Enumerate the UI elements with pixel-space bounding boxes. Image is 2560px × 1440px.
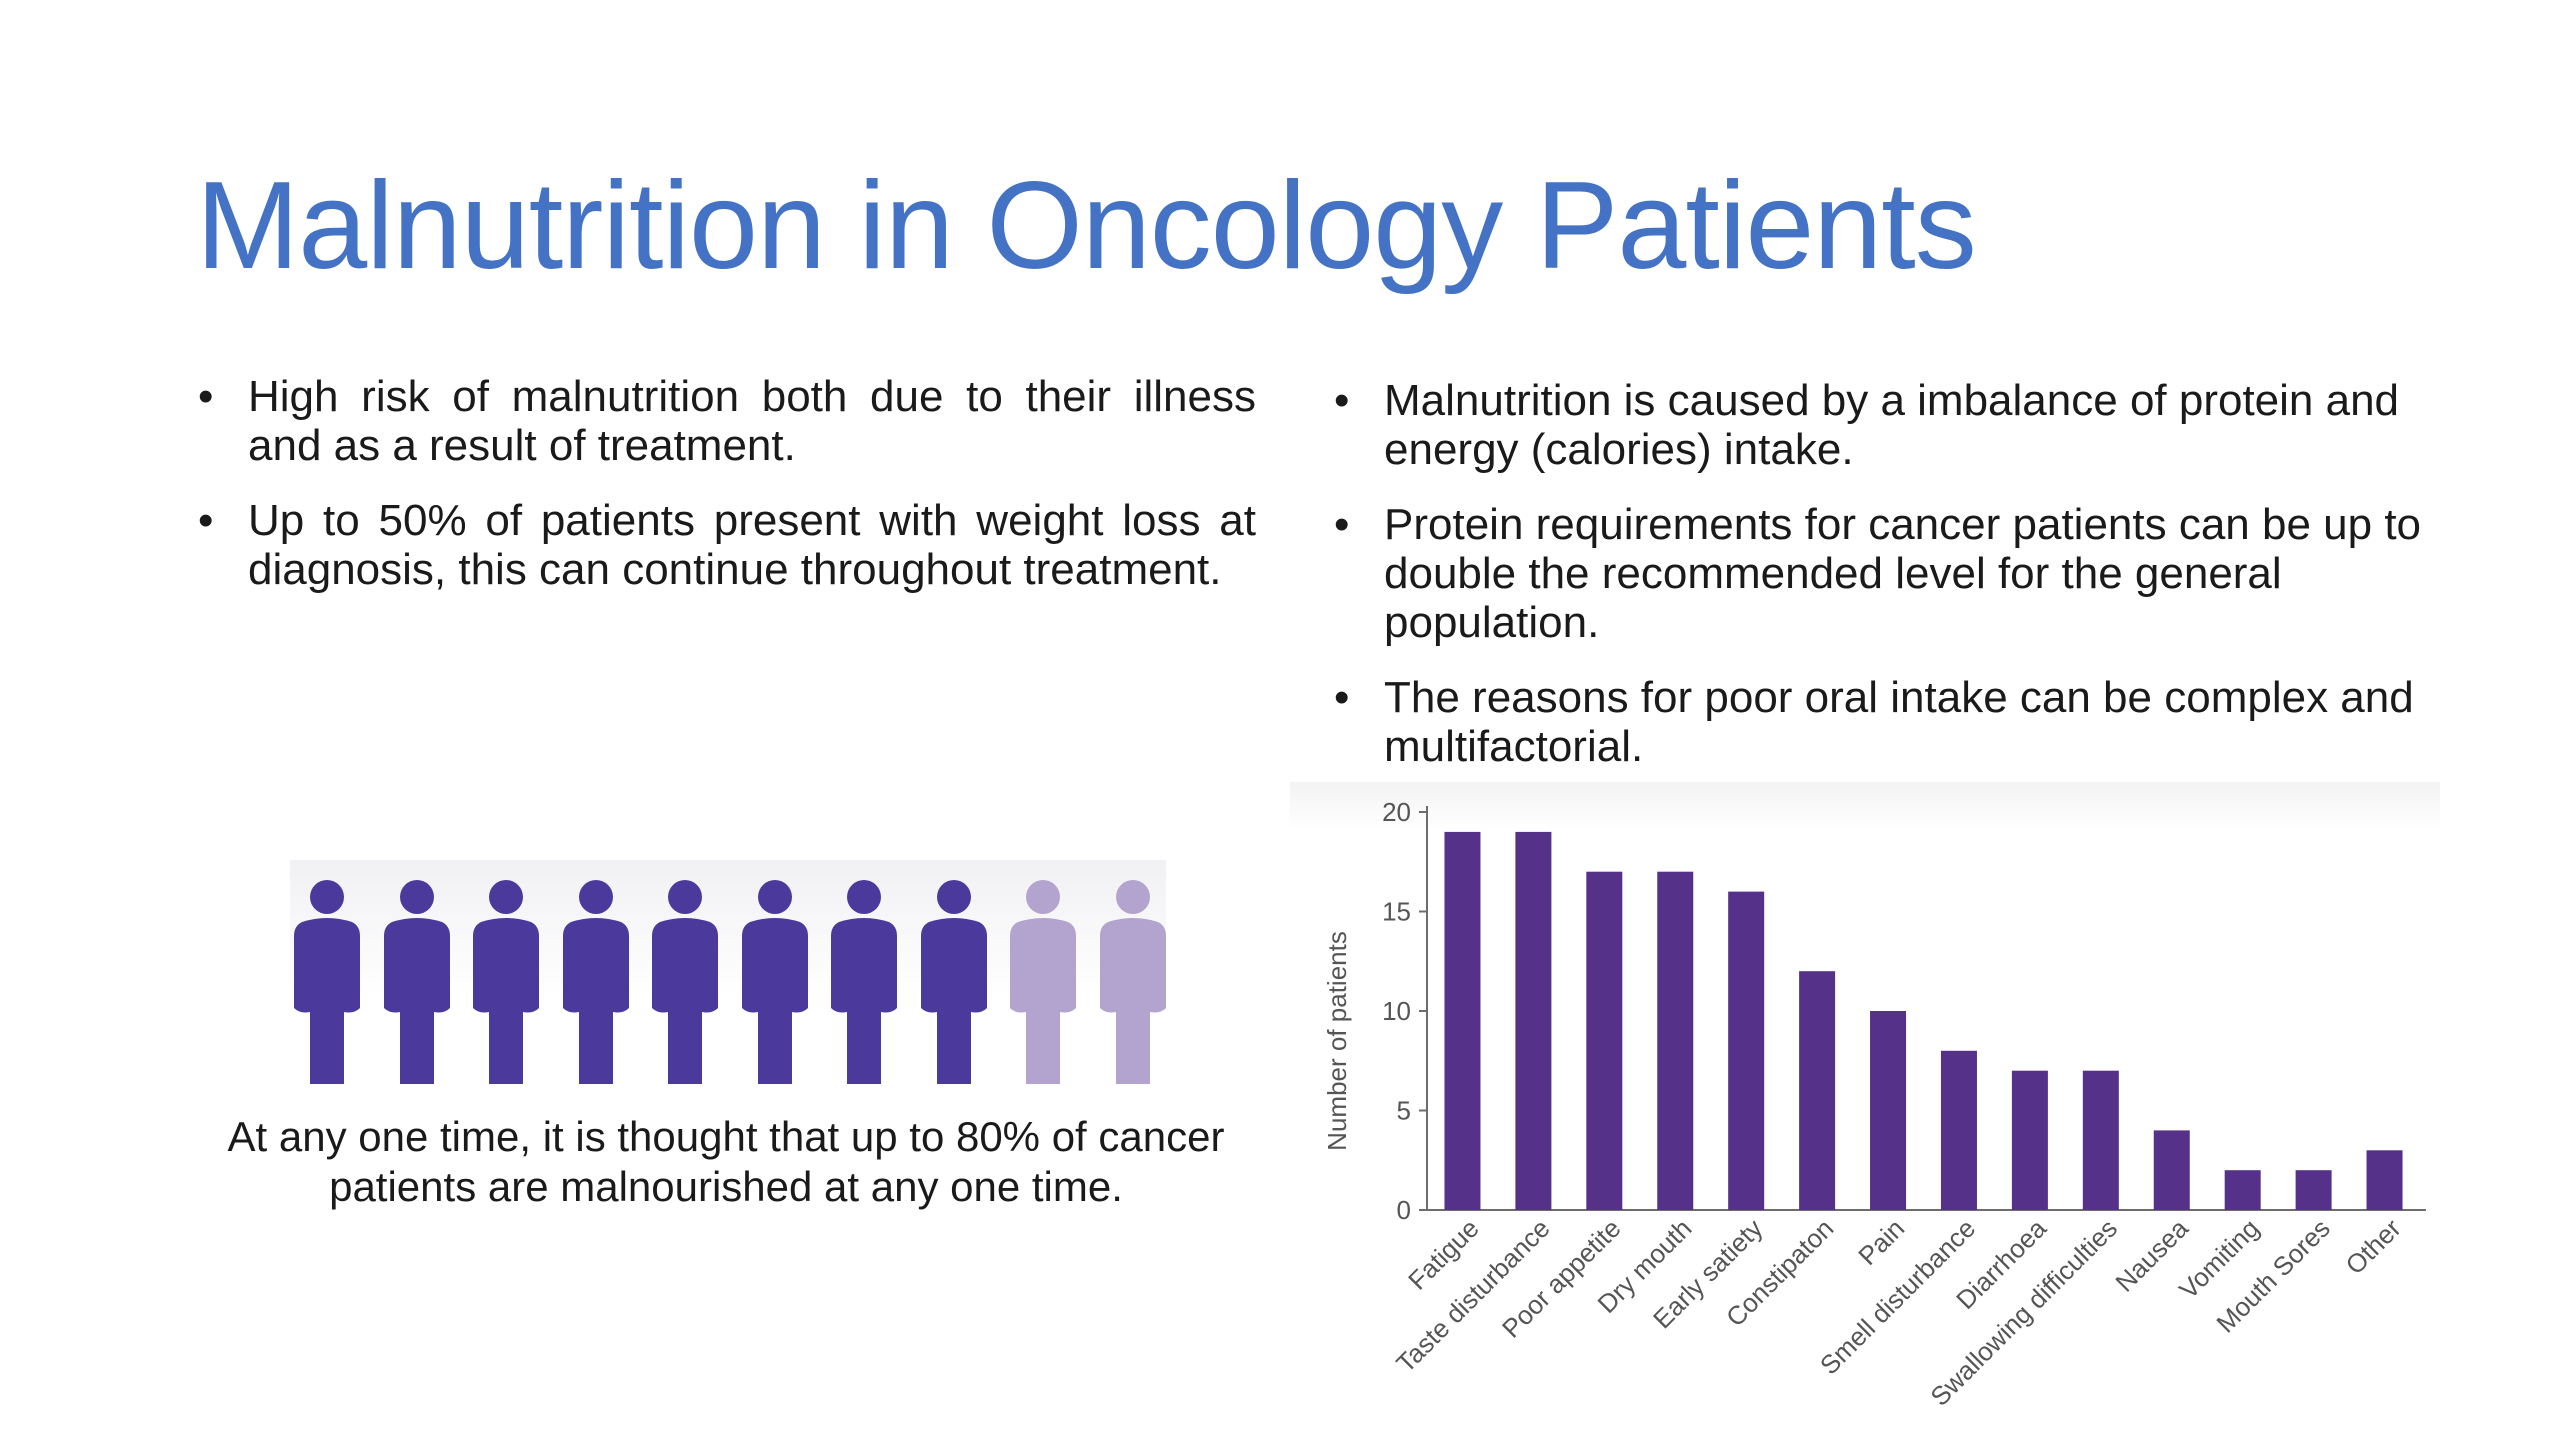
person-icon-malnourished	[471, 880, 541, 1084]
person-icon-malnourished	[740, 880, 810, 1084]
chart-header-band	[1290, 782, 2440, 830]
person-icon-malnourished	[561, 880, 631, 1084]
person-icon-malnourished	[919, 880, 989, 1084]
chart-bar	[2011, 1070, 2048, 1210]
y-tick-label: 10	[1382, 996, 1411, 1026]
x-tick-label: Pain	[1852, 1213, 1910, 1271]
bullet-item: Malnutrition is caused by a imbalance of…	[1332, 376, 2452, 474]
chart-bar	[1799, 971, 1836, 1210]
y-tick-label: 15	[1382, 897, 1411, 927]
bullet-item: High risk of malnutrition both due to th…	[196, 372, 1256, 470]
slide-title: Malnutrition in Oncology Patients	[196, 157, 1977, 295]
infographic-caption: At any one time, it is thought that up t…	[227, 1113, 1225, 1210]
chart-bar	[2224, 1170, 2261, 1210]
chart-bar	[2295, 1170, 2332, 1210]
chart-bar	[2153, 1130, 2190, 1210]
person-icon-malnourished	[292, 880, 362, 1084]
person-icon-malnourished	[829, 880, 899, 1084]
x-tick-label: Other	[2340, 1213, 2407, 1280]
chart-bar	[1444, 831, 1481, 1210]
person-icon	[1008, 880, 1078, 1084]
right-bullet-list: Malnutrition is caused by a imbalance of…	[1332, 376, 2452, 797]
person-icon-malnourished	[650, 880, 720, 1084]
left-bullet-list: High risk of malnutrition both due to th…	[196, 372, 1256, 620]
person-icon	[1098, 880, 1168, 1084]
chart-bar	[2366, 1150, 2403, 1210]
chart-bar	[1586, 871, 1623, 1210]
chart-bar	[2082, 1070, 2119, 1210]
y-tick-label: 20	[1382, 797, 1411, 827]
y-axis-label: Number of patients	[1322, 931, 1352, 1151]
symptom-bar-chart: 0 5 10 15 20 Number of patients Fatigue Taste d…	[1290, 782, 2440, 1422]
chart-bar	[1515, 831, 1552, 1210]
chart-bar	[1870, 1011, 1907, 1210]
bullet-item: Up to 50% of patients present with weigh…	[196, 496, 1256, 594]
y-tick-label: 0	[1397, 1195, 1411, 1225]
person-icon-malnourished	[382, 880, 452, 1084]
bullet-item: Protein requirements for cancer patients…	[1332, 500, 2452, 647]
chart-bar	[1657, 871, 1694, 1210]
bullet-item: The reasons for poor oral intake can be …	[1332, 673, 2452, 771]
chart-bar	[1940, 1050, 1977, 1210]
y-tick-label: 5	[1397, 1096, 1411, 1126]
chart-bar	[1728, 891, 1765, 1210]
